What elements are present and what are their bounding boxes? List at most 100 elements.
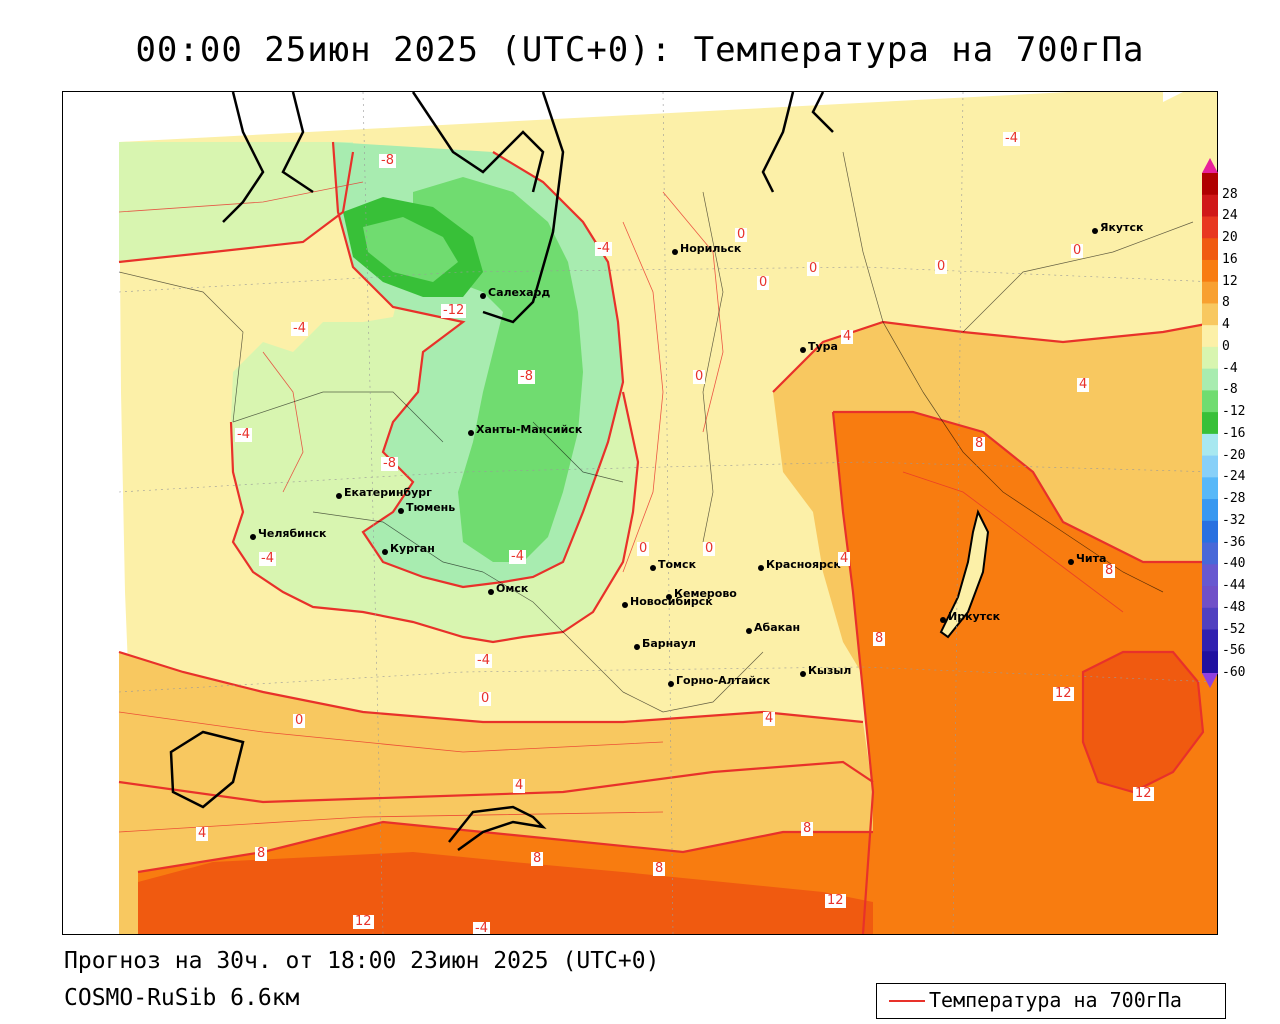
colorbar-segment	[1202, 346, 1218, 370]
cities-layer: Норильск Якутск Салехард Тура Ханты-Мансийск…	[63, 92, 1217, 934]
contour-label: -4	[1003, 131, 1020, 146]
contour-label: 0	[293, 713, 306, 728]
contour-label: -4	[291, 321, 308, 336]
city-marker	[634, 644, 640, 650]
model-info: COSMO-RuSib 6.6км	[64, 985, 300, 1011]
colorbar-segment	[1202, 651, 1218, 674]
city-label: Красноярск	[766, 558, 841, 571]
colorbar-tick-label: -32	[1222, 512, 1246, 528]
temperature-map	[63, 92, 1217, 934]
city-label: Томск	[658, 558, 697, 571]
city-label: Кемерово	[674, 587, 737, 600]
city-marker	[666, 594, 672, 600]
contour-label: 0	[1071, 243, 1084, 258]
city-label: Иркутск	[948, 610, 1001, 623]
contour-label: 8	[1103, 563, 1116, 578]
colorbar-tick-label: -28	[1222, 491, 1246, 507]
colorbar-segment	[1202, 303, 1218, 326]
colorbar-segment	[1202, 390, 1218, 413]
colorbar-tick-label: 28	[1222, 186, 1238, 202]
city-label: Омск	[496, 582, 529, 595]
colorbar-segment	[1202, 542, 1218, 565]
city-marker	[668, 681, 674, 687]
city-label: Екатеринбург	[344, 486, 432, 499]
colorbar-tick-label: 20	[1222, 230, 1238, 246]
contour-label: 0	[735, 227, 748, 242]
zone-warm-4b	[119, 652, 873, 872]
colorbar-tick-label: -56	[1222, 643, 1246, 659]
contour-label: -4	[595, 241, 612, 256]
contour-label: 0	[935, 259, 948, 274]
city-label: Ханты-Мансийск	[476, 423, 583, 436]
contour-label: 12	[353, 914, 374, 929]
contour-label: -12	[441, 303, 467, 318]
city-label: Тюмень	[406, 501, 456, 514]
zone-warm-8	[833, 412, 1217, 934]
colorbar-tick-label: -52	[1222, 621, 1246, 637]
colorbar-segment	[1202, 433, 1218, 457]
contour-label: 0	[693, 369, 706, 384]
city-marker	[398, 508, 404, 514]
colorbar-segment	[1202, 216, 1218, 239]
colorbar-tick-label: -8	[1222, 382, 1238, 398]
contour-label: -8	[379, 153, 396, 168]
city-label: Салехард	[488, 286, 551, 299]
contour-label: 8	[873, 631, 886, 646]
contour-label: 4	[841, 329, 854, 344]
contour-label: -8	[518, 369, 535, 384]
colorbar-segment	[1202, 499, 1218, 522]
contour-label: 0	[479, 691, 492, 706]
contour-label: -4	[509, 549, 526, 564]
city-marker	[940, 617, 946, 623]
city-marker	[468, 430, 474, 436]
colorbar-tick-label: 4	[1222, 317, 1230, 333]
colorbar	[1200, 158, 1220, 688]
contour-label: 8	[973, 436, 986, 451]
map-panel[interactable]: Норильск Якутск Салехард Тура Ханты-Мансийск…	[62, 91, 1218, 935]
colorbar-tick-label: 0	[1222, 338, 1230, 354]
colorbar-tick-label: -20	[1222, 447, 1246, 463]
contour-label: 0	[703, 541, 716, 556]
contour-label: 4	[513, 778, 526, 793]
colorbar-arrow-top	[1202, 158, 1218, 173]
contour-labels-layer: -8 -4 -12 -4 -4 -8 -8 -4 -4 -4 -4 0 0 0 0 0 0 0 0 0 0 4 4 4 4 4 4 8…	[63, 92, 1217, 934]
contour-label: -4	[235, 427, 252, 442]
contour-label: -8	[381, 456, 398, 471]
city-marker	[672, 249, 678, 255]
colorbar-segment	[1202, 259, 1218, 283]
contour-label: 4	[763, 711, 776, 726]
city-label: Кызыл	[808, 664, 852, 677]
colorbar-arrow-bottom	[1202, 673, 1218, 688]
city-marker	[1092, 228, 1098, 234]
colorbar-segment	[1202, 477, 1218, 500]
city-label: Якутск	[1100, 221, 1144, 234]
contour-label: 4	[1077, 377, 1090, 392]
city-marker	[622, 602, 628, 608]
city-label: Барнаул	[642, 637, 696, 650]
colorbar-tick-label: 12	[1222, 273, 1238, 289]
colorbar-segment	[1202, 325, 1218, 348]
city-label: Тура	[808, 340, 838, 353]
colorbar-tick-label: -36	[1222, 534, 1246, 550]
colorbar-tick-label: -16	[1222, 425, 1246, 441]
colorbar-tick-label: -48	[1222, 599, 1246, 615]
city-marker	[1068, 559, 1074, 565]
city-marker	[758, 565, 764, 571]
colorbar-segment	[1202, 520, 1218, 544]
colorbar-tick-label: -12	[1222, 404, 1246, 420]
contour-label: 0	[807, 261, 820, 276]
zone-warm-12	[1083, 652, 1203, 792]
city-label: Курган	[390, 542, 435, 555]
contour-label: 0	[757, 275, 770, 290]
contour-label: -4	[259, 551, 276, 566]
contour-label: 12	[1053, 686, 1074, 701]
city-marker	[746, 628, 752, 634]
colorbar-tick-label: 24	[1222, 208, 1238, 224]
colorbar-segment	[1202, 173, 1218, 196]
legend-line-swatch	[889, 1000, 925, 1002]
legend-label: Температура на 700гПа	[929, 988, 1182, 1012]
map-title: 00:00 25июн 2025 (UTC+0): Температура на…	[135, 30, 1145, 70]
colorbar-segment	[1202, 607, 1218, 631]
city-label: Абакан	[754, 621, 801, 634]
colorbar-segment	[1202, 368, 1218, 391]
